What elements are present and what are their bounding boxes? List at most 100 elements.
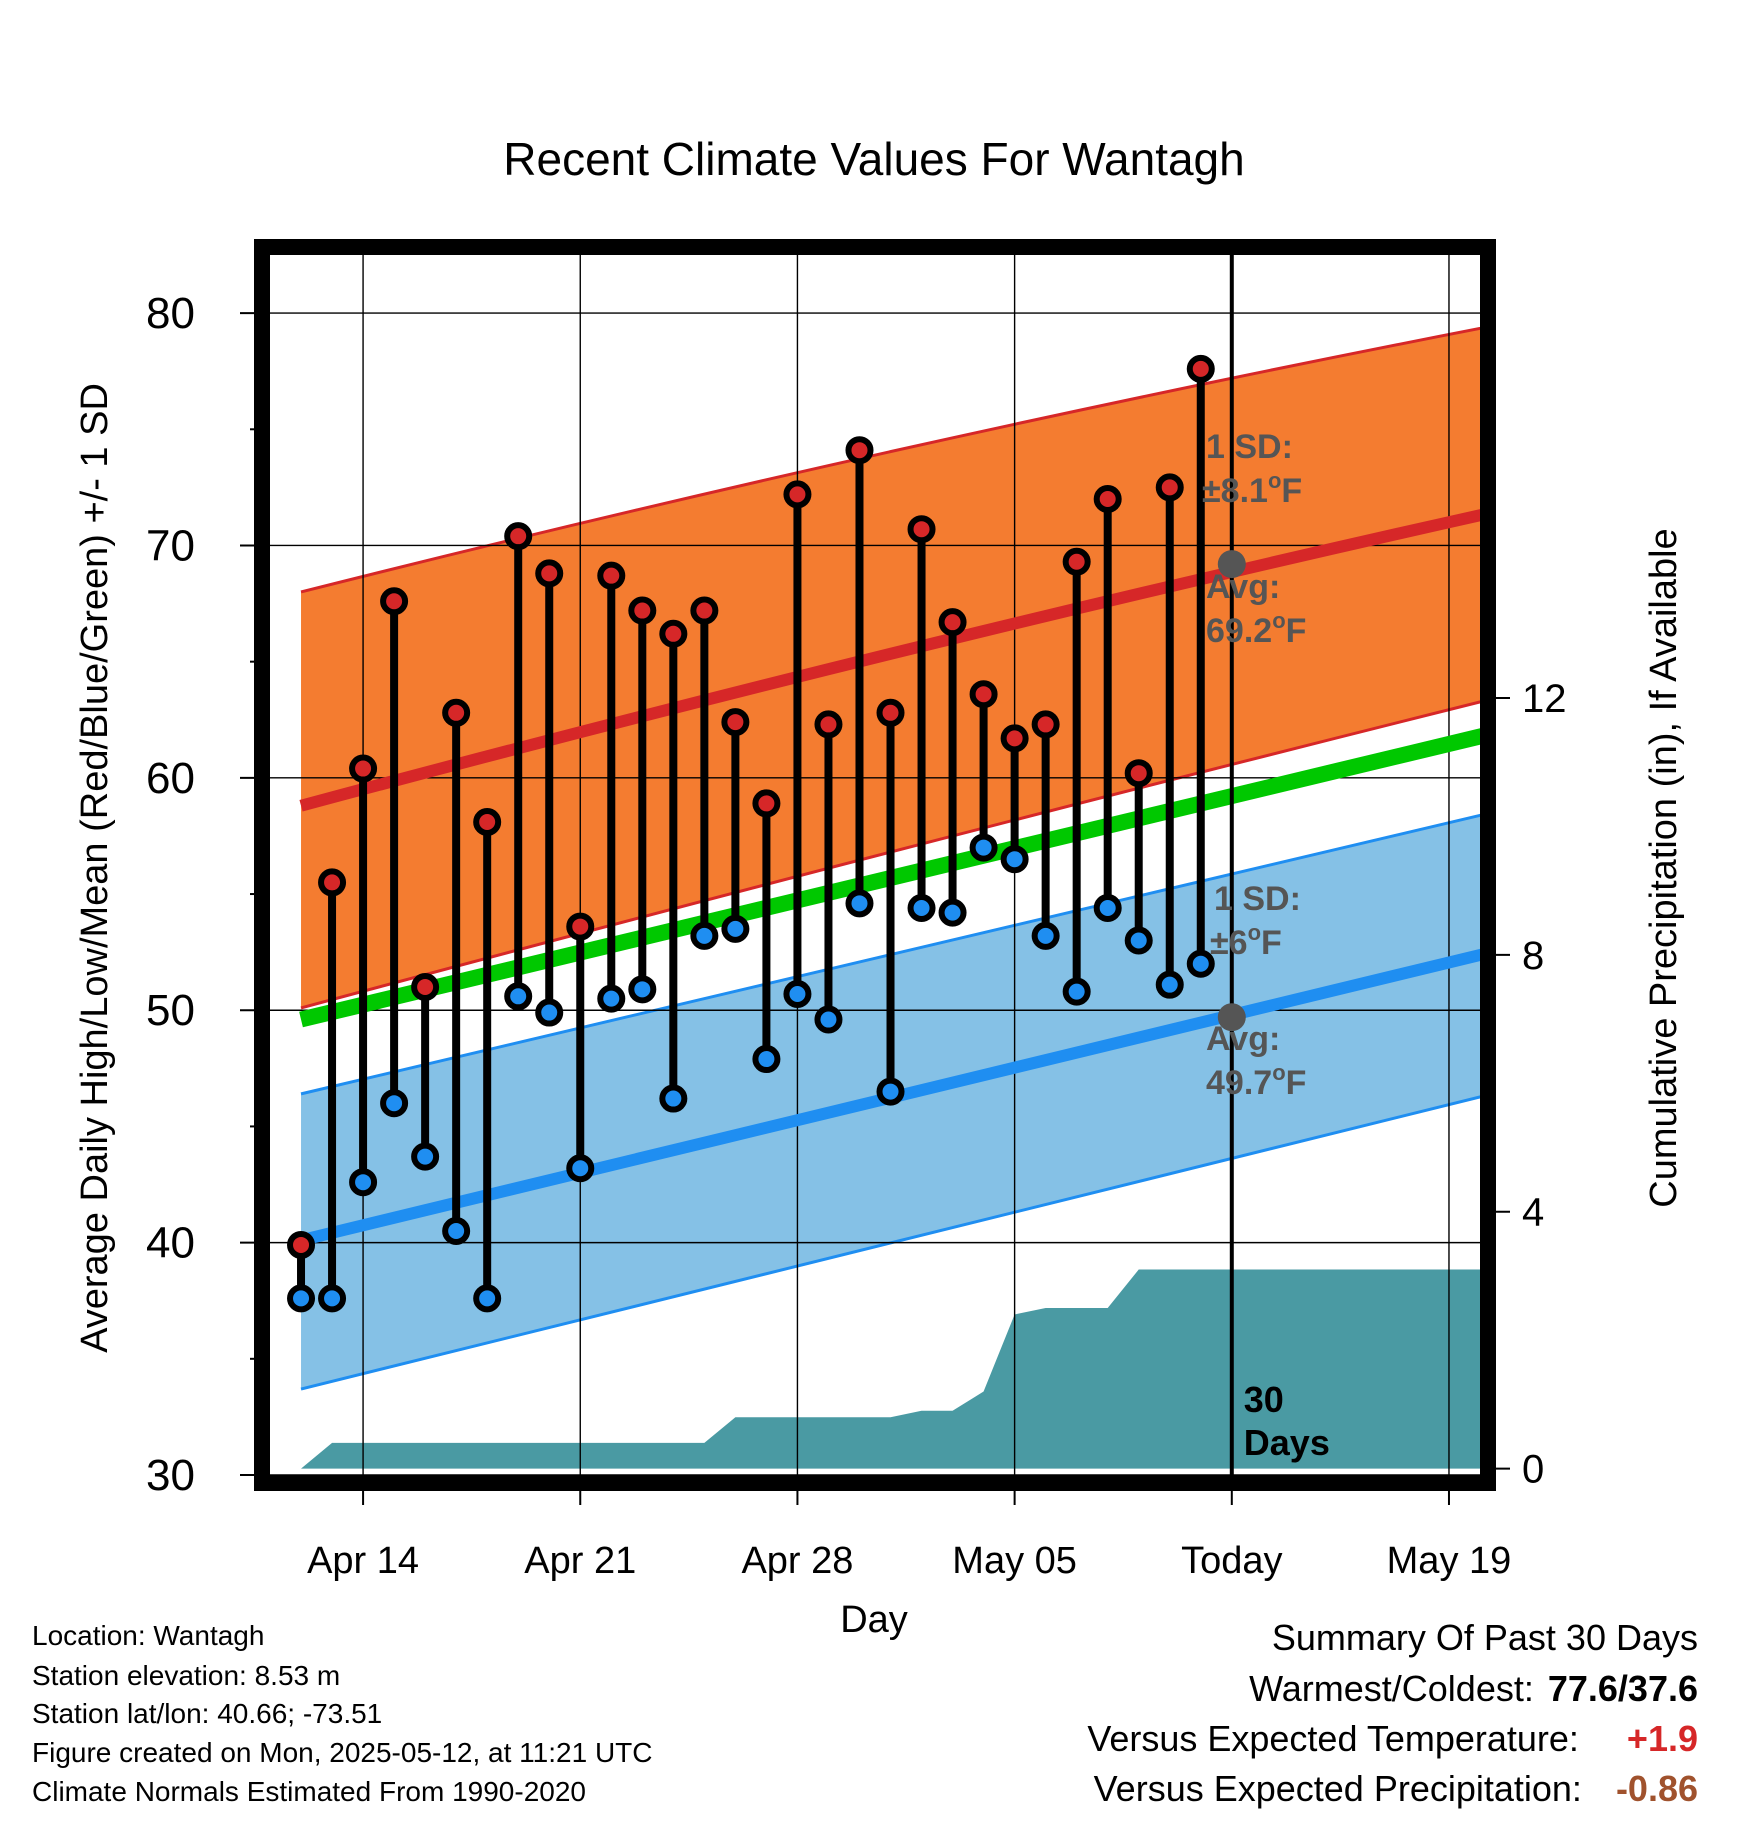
precip-vs-expected-label: Versus Expected Precipitation:	[1093, 1768, 1582, 1809]
high-minus-sd-edge	[300, 700, 1480, 1010]
low-sd-value: ±6oF	[1210, 920, 1282, 962]
low-point	[504, 982, 533, 1011]
warmest-coldest-label: Warmest/Coldest:	[1249, 1668, 1534, 1709]
low-point	[845, 889, 874, 918]
low-point	[1000, 845, 1029, 874]
x-axis-label: Day	[840, 1599, 908, 1641]
summary-title-text: Summary Of Past 30 Days	[1271, 1617, 1698, 1658]
low-avg-label: Avg:	[1206, 1020, 1280, 1058]
low-point	[1155, 970, 1184, 999]
low-point	[442, 1217, 471, 1245]
x-tick-label: Apr 14	[307, 1540, 419, 1582]
low-point	[349, 1168, 378, 1197]
low-point	[814, 1005, 843, 1034]
today-avg-high-point	[1217, 550, 1246, 579]
low-point	[597, 984, 626, 1013]
high-point	[566, 912, 595, 941]
high-point	[1124, 759, 1153, 788]
y-tick-label: 50	[146, 986, 195, 1035]
y2-tick-label: 4	[1522, 1191, 1544, 1235]
low-point	[938, 898, 967, 927]
high-point	[659, 619, 688, 648]
chart-title: Recent Climate Values For Wantagh	[503, 133, 1244, 185]
high-point	[721, 708, 750, 737]
y-tick-label: 80	[146, 289, 195, 338]
y2-tick-label: 8	[1522, 934, 1544, 978]
y2-axis-label: Cumulative Precipitation (in), If Availa…	[1643, 528, 1685, 1207]
low-point	[1124, 926, 1153, 955]
low-point	[876, 1077, 905, 1106]
precipitation-area	[301, 1269, 1480, 1469]
low-point	[659, 1084, 688, 1113]
footer-latlon: Station lat/lon: 40.66; -73.51	[32, 1698, 383, 1729]
high-point	[690, 596, 719, 625]
high-point	[1155, 473, 1184, 502]
low-point	[1062, 977, 1091, 1006]
x-tick-label: Today	[1181, 1540, 1282, 1582]
low-point	[535, 998, 564, 1027]
low-point	[411, 1142, 440, 1171]
today-avg-low-point	[1217, 1003, 1246, 1032]
high-point	[752, 789, 781, 818]
high-sd-band	[301, 328, 1480, 1008]
warmest-coldest-value: 77.6/37.6	[1547, 1668, 1698, 1709]
low-point	[907, 893, 936, 922]
high-point	[1031, 710, 1060, 739]
low-plus-sd-edge	[300, 813, 1480, 1096]
high-plus-sd-edge	[300, 326, 1480, 594]
y2-tick-label: 0	[1522, 1448, 1544, 1492]
high-point	[969, 680, 998, 709]
x-tick-label: May 05	[952, 1540, 1077, 1582]
low-point	[783, 979, 812, 1008]
y-tick-label: 30	[146, 1451, 195, 1500]
high-avg-value: 69.2oF	[1206, 608, 1306, 650]
low-point	[628, 975, 657, 1004]
low-point	[1031, 921, 1060, 950]
x-tick-label: Apr 28	[741, 1540, 853, 1582]
high-point	[349, 754, 378, 783]
x-tick-label: May 19	[1387, 1540, 1512, 1582]
summary-warmest-coldest: Warmest/Coldest: 77.6/37.6	[1249, 1668, 1698, 1710]
high-point	[628, 596, 657, 625]
period-label-unit: Days	[1244, 1422, 1330, 1463]
summary-precipitation: Versus Expected Precipitation: -0.86	[1094, 1768, 1698, 1810]
low-point	[690, 921, 719, 950]
low-point	[318, 1284, 347, 1313]
low-point	[1093, 893, 1122, 922]
high-sd-label: 1 SD:	[1206, 428, 1293, 466]
high-point	[1000, 724, 1029, 753]
high-sd-value: ±8.1oF	[1202, 468, 1302, 510]
summary-title: Summary Of Past 30 Days	[1272, 1617, 1698, 1659]
y-tick-label: 70	[146, 521, 195, 570]
footer-created: Figure created on Mon, 2025-05-12, at 11…	[32, 1737, 653, 1768]
low-point	[969, 833, 998, 862]
summary-temperature: Versus Expected Temperature: +1.9	[1087, 1718, 1698, 1760]
high-point	[907, 515, 936, 544]
temp-vs-expected-value: +1.9	[1626, 1718, 1698, 1759]
high-point	[1093, 485, 1122, 513]
low-point	[1186, 949, 1215, 978]
low-point	[473, 1284, 502, 1313]
avg-low-line	[299, 948, 1480, 1247]
footer-elevation: Station elevation: 8.53 m	[32, 1660, 341, 1691]
high-point	[411, 973, 440, 1001]
high-point	[1062, 547, 1091, 576]
high-point	[287, 1230, 316, 1259]
period-label-number: 30	[1244, 1379, 1284, 1420]
low-point	[287, 1284, 316, 1313]
plot-frame	[254, 239, 1496, 1491]
low-sd-label: 1 SD:	[1214, 880, 1301, 918]
footer-normals: Climate Normals Estimated From 1990-2020	[32, 1776, 586, 1807]
precip-vs-expected-value: -0.86	[1615, 1768, 1698, 1809]
y-tick-label: 40	[146, 1219, 195, 1268]
high-point	[938, 608, 967, 637]
y-tick-label: 60	[146, 754, 195, 803]
high-avg-label: Avg:	[1206, 568, 1280, 606]
high-point	[380, 587, 409, 616]
axes: 30 40 50 60 70 80 0 4 8 12 Apr 14 Apr 21 Apr 28 May 0…	[146, 289, 1566, 1582]
footer-location: Location: Wantagh	[32, 1620, 265, 1651]
high-point	[535, 559, 564, 588]
avg-mean-line	[299, 728, 1480, 1028]
